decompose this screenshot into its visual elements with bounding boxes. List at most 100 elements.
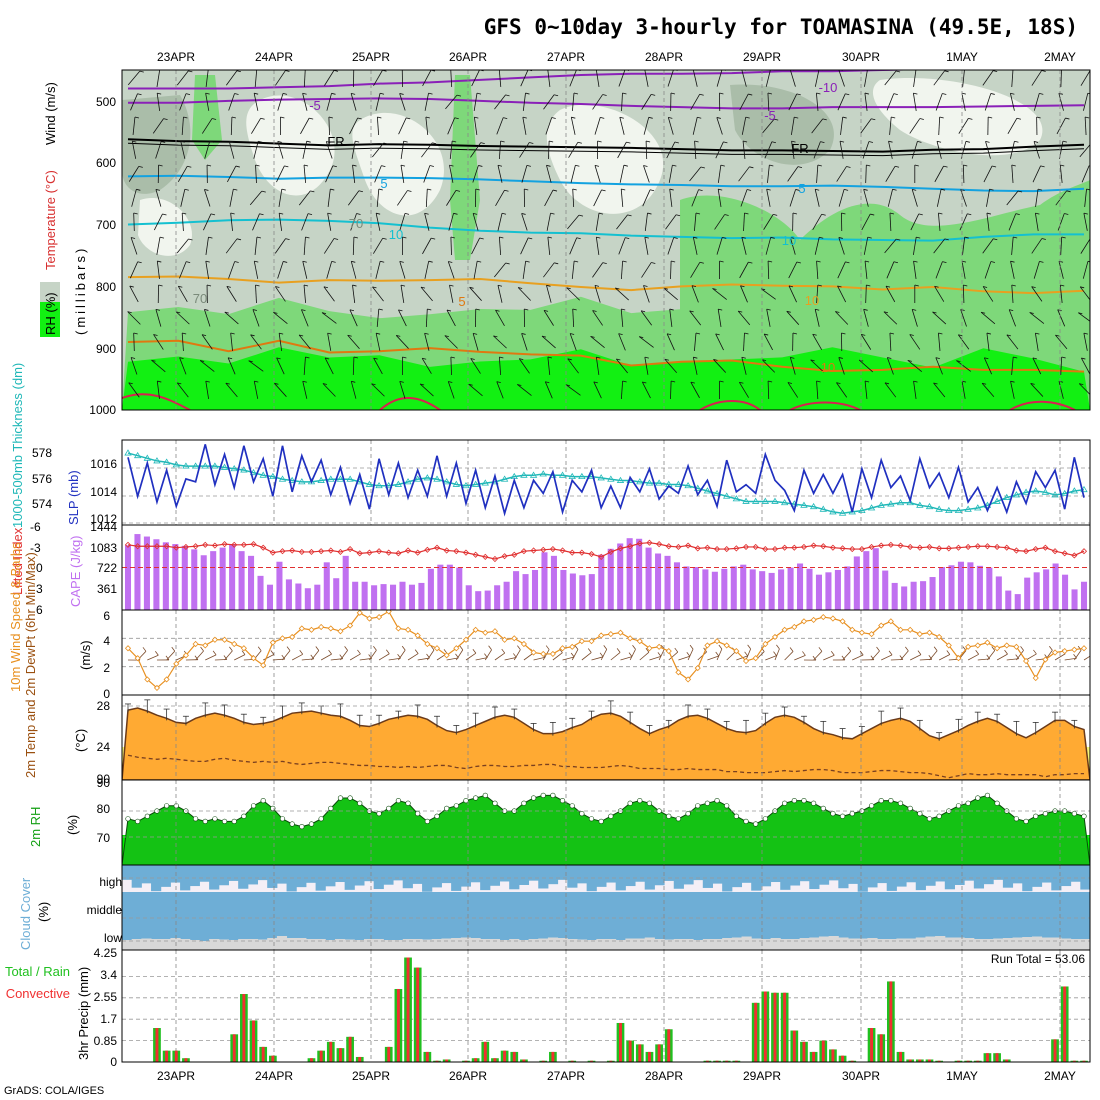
wind-barb-flag xyxy=(352,164,357,167)
low-cloud-bars xyxy=(122,936,1090,950)
wind-barb-flag xyxy=(691,285,697,287)
wind-marker xyxy=(646,645,653,652)
wind-barb xyxy=(858,359,874,373)
wind-barb xyxy=(253,381,259,399)
surface-barb-flag xyxy=(773,651,777,656)
cape-bar xyxy=(815,574,822,610)
wind-barb-flag xyxy=(1030,383,1035,385)
wind-barb xyxy=(641,94,652,110)
cape-bar xyxy=(248,555,255,610)
wind-barb xyxy=(911,309,918,327)
convective-bar xyxy=(976,1060,980,1062)
convective-bar xyxy=(812,1051,816,1062)
surface-barb-flag xyxy=(373,646,377,651)
wind-barb xyxy=(594,165,601,183)
wind-barb xyxy=(517,384,532,396)
wind-barb-flag xyxy=(566,287,571,290)
wind-barb xyxy=(471,237,481,255)
top-date-label: 23APR xyxy=(157,50,195,64)
wind-barb-flag xyxy=(303,284,309,287)
wind-barb-flag xyxy=(864,380,870,383)
wind-barb-flag xyxy=(1006,334,1011,337)
wind-barb-flag xyxy=(321,312,327,314)
low-cloud-bar xyxy=(770,938,781,950)
surface-barb-flag xyxy=(991,646,996,651)
wind-barb-flag xyxy=(204,309,209,311)
wind-barb-flag xyxy=(1058,92,1063,95)
wind-barb xyxy=(326,93,332,111)
wind-barb xyxy=(865,284,867,304)
li-marker xyxy=(878,542,885,549)
wind-barb-flag xyxy=(130,357,136,359)
wind-barb xyxy=(982,70,994,86)
wind-barb xyxy=(424,333,430,351)
high-cloud-bar xyxy=(373,865,384,890)
high-cloud-bar xyxy=(325,865,336,887)
cape-bars xyxy=(124,534,1088,610)
wind-marker xyxy=(945,642,952,649)
bottom-date-label: 30APR xyxy=(842,1069,880,1083)
wind-marker xyxy=(994,645,1001,652)
wind-barb-flag xyxy=(256,236,262,239)
wind-barb-flag xyxy=(179,357,184,359)
wind-barb-flag xyxy=(673,237,678,239)
high-cloud-bar xyxy=(528,865,539,881)
wind-marker xyxy=(1061,648,1068,655)
convective-bar xyxy=(551,1051,555,1062)
cape-bar xyxy=(655,553,662,610)
wind-marker xyxy=(482,629,489,636)
wind-barb-flag xyxy=(651,93,656,96)
wind-barb xyxy=(497,165,503,183)
high-cloud-bar xyxy=(867,865,878,888)
surface-barb-flag xyxy=(501,648,506,654)
wind-barb-flag xyxy=(224,311,229,314)
surface-barb xyxy=(900,650,909,661)
convective-bar xyxy=(705,1060,709,1062)
rh-gridlines xyxy=(122,780,1090,865)
bottom-date-label: 26APR xyxy=(449,1069,487,1083)
cape-bar xyxy=(872,548,879,610)
surface-barb xyxy=(736,655,748,661)
li-marker xyxy=(530,547,537,554)
wind-barb-flag xyxy=(444,335,449,338)
pressure-tick: 500 xyxy=(96,95,116,109)
cape-bar xyxy=(200,555,207,610)
surface-barb xyxy=(967,653,979,661)
surface-barb xyxy=(591,656,604,661)
wind-marker xyxy=(1071,646,1078,653)
wind-barb xyxy=(156,93,161,111)
low-cloud-bar xyxy=(286,938,297,950)
wind-barb xyxy=(450,236,452,256)
high-cloud-bar xyxy=(673,865,684,889)
rh-marker xyxy=(318,816,324,822)
wind-barb xyxy=(938,116,941,136)
wind-barb-flag xyxy=(746,189,752,191)
li-marker xyxy=(694,545,701,552)
wind-barb xyxy=(789,357,796,375)
wind-barb xyxy=(473,261,478,279)
wind-barb xyxy=(155,189,162,207)
wind-barb xyxy=(373,238,383,254)
dewpt-line xyxy=(127,754,1084,779)
wind-barb-flag xyxy=(960,309,965,311)
wind-barb xyxy=(153,213,163,231)
wind-barb xyxy=(912,237,917,255)
wind-barb xyxy=(468,383,483,397)
wind-barb-flag xyxy=(843,188,849,191)
convective-bar xyxy=(338,1048,342,1062)
rh-marker xyxy=(791,797,797,804)
wind-barb-flag xyxy=(381,165,386,168)
cape-bar xyxy=(730,566,737,610)
thickness-marker xyxy=(867,504,876,511)
surface-barb-flag xyxy=(299,650,304,655)
wind-barb-flag xyxy=(206,164,212,167)
high-cloud-bar xyxy=(983,865,994,885)
surface-barb xyxy=(610,652,621,661)
surface-barb xyxy=(398,649,406,661)
rh-marker xyxy=(415,810,421,817)
high-cloud-bar xyxy=(935,865,946,882)
li-marker xyxy=(462,549,470,556)
wind-barb xyxy=(837,261,846,279)
low-cloud-bar xyxy=(673,939,684,950)
wind-barb xyxy=(1080,70,1090,86)
